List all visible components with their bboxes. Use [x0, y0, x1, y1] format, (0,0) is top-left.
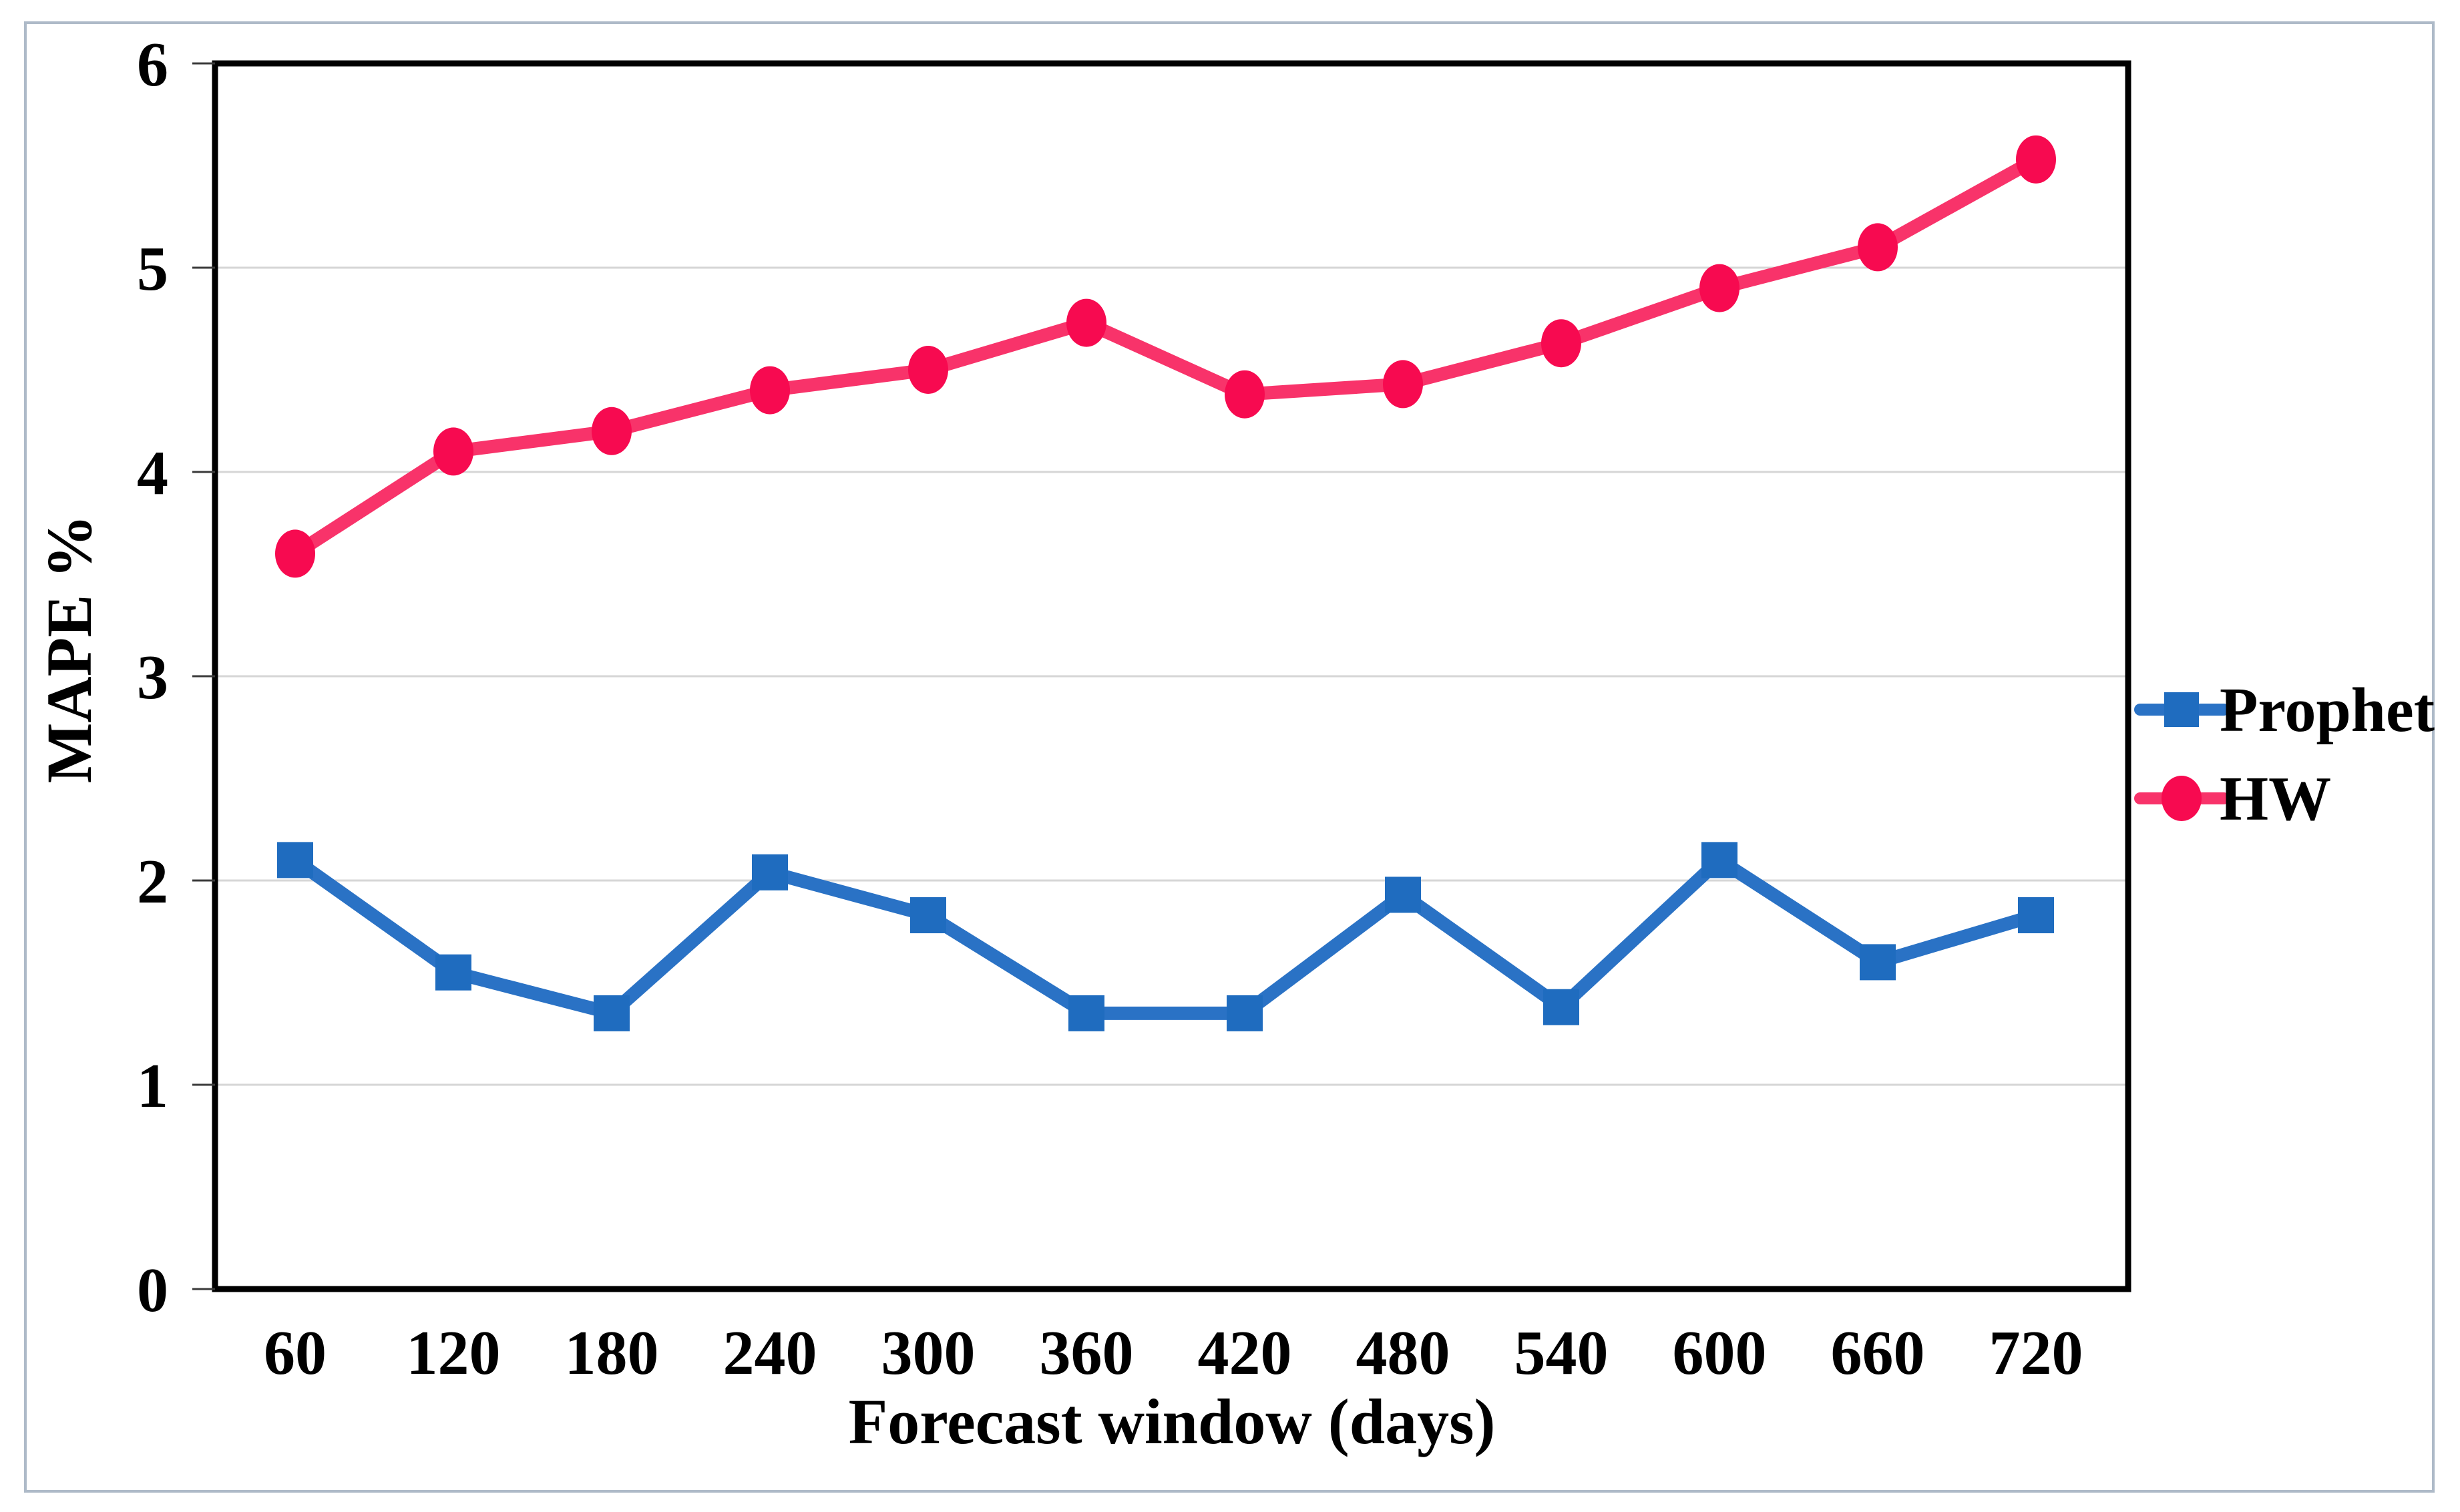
legend-marker-Prophet [2164, 692, 2199, 727]
marker-Prophet-60 [277, 842, 313, 878]
y-tick-label-5: 5 [137, 234, 168, 304]
y-tick-label-2: 2 [137, 847, 168, 917]
marker-HW-360 [1066, 298, 1106, 347]
x-tick-label-180: 180 [565, 1318, 659, 1388]
x-tick-label-420: 420 [1198, 1318, 1292, 1388]
marker-HW-540 [1541, 319, 1581, 368]
x-tick-label-600: 600 [1673, 1318, 1767, 1388]
y-tick-label-3: 3 [137, 643, 168, 712]
marker-Prophet-720 [2018, 897, 2054, 934]
marker-HW-120 [433, 427, 473, 476]
marker-Prophet-360 [1068, 995, 1104, 1031]
marker-HW-60 [275, 529, 315, 578]
y-tick-label-6: 6 [137, 30, 168, 99]
marker-HW-660 [1858, 223, 1898, 272]
marker-HW-600 [1699, 264, 1739, 312]
marker-Prophet-180 [594, 995, 630, 1031]
marker-Prophet-420 [1227, 995, 1263, 1031]
marker-HW-420 [1225, 370, 1265, 419]
y-tick-label-0: 0 [137, 1256, 168, 1325]
marker-Prophet-600 [1701, 842, 1737, 878]
x-tick-label-360: 360 [1040, 1318, 1134, 1388]
x-tick-label-300: 300 [881, 1318, 976, 1388]
y-tick-label-1: 1 [137, 1051, 168, 1121]
figure-frame [24, 21, 2435, 1493]
marker-Prophet-240 [752, 854, 788, 891]
marker-Prophet-300 [910, 897, 946, 934]
marker-HW-720 [2016, 135, 2056, 184]
marker-HW-180 [592, 407, 632, 455]
series-line-HW [288, 152, 2043, 561]
x-tick-label-240: 240 [723, 1318, 817, 1388]
x-tick-label-60: 60 [264, 1318, 327, 1388]
legend-marker-HW [2162, 776, 2202, 821]
x-axis-title: Forecast window (days) [849, 1386, 1496, 1457]
x-tick-label-660: 660 [1831, 1318, 1925, 1388]
marker-HW-480 [1383, 360, 1423, 409]
marker-Prophet-480 [1385, 876, 1421, 913]
x-tick-label-720: 720 [1989, 1318, 2083, 1388]
marker-Prophet-540 [1543, 989, 1579, 1025]
series-line-Prophet [288, 853, 2043, 1020]
y-axis-title: MAPE % [33, 515, 105, 784]
x-tick-label-540: 540 [1514, 1318, 1609, 1388]
marker-HW-300 [908, 346, 948, 394]
marker-Prophet-660 [1860, 944, 1896, 981]
marker-HW-240 [750, 366, 790, 415]
x-tick-label-480: 480 [1356, 1318, 1450, 1388]
x-tick-label-120: 120 [407, 1318, 501, 1388]
marker-Prophet-120 [435, 954, 471, 991]
y-tick-label-4: 4 [137, 439, 168, 508]
legend-label-HW: HW [2220, 764, 2331, 834]
legend-label-Prophet: Prophet [2220, 676, 2435, 745]
